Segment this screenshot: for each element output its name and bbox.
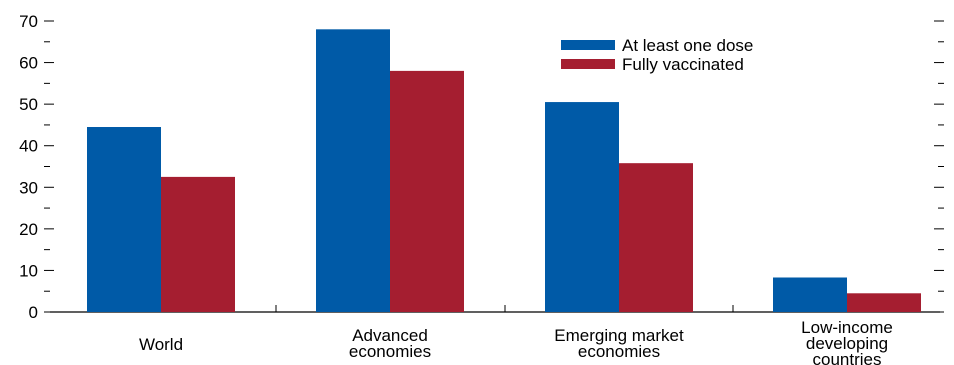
category-label: countries: [813, 350, 882, 365]
category-label: Low-income: [801, 318, 893, 337]
y-tick-label: 10: [19, 261, 38, 280]
legend-swatch: [561, 40, 615, 50]
category-label: developing: [806, 334, 888, 353]
category-label: economies: [578, 342, 660, 361]
category-label: World: [139, 335, 183, 354]
legend-label: At least one dose: [622, 36, 753, 55]
bar-fully-vaccinated: [161, 176, 235, 312]
bar-at-least-one-dose: [773, 277, 847, 312]
y-tick-label: 20: [19, 220, 38, 239]
bar-at-least-one-dose: [316, 29, 390, 313]
y-tick-label: 70: [19, 12, 38, 31]
y-tick-label: 50: [19, 95, 38, 114]
y-tick-label: 30: [19, 178, 38, 197]
bar-at-least-one-dose: [545, 102, 619, 312]
bar-fully-vaccinated: [619, 163, 693, 312]
bar-at-least-one-dose: [87, 127, 161, 312]
legend-label: Fully vaccinated: [622, 55, 744, 74]
y-tick-label: 0: [29, 303, 38, 322]
legend-swatch: [561, 59, 615, 69]
bar-fully-vaccinated: [847, 293, 921, 312]
y-tick-label: 40: [19, 137, 38, 156]
category-label: economies: [349, 342, 431, 361]
category-label: Emerging market: [554, 326, 684, 345]
bars: [87, 29, 921, 313]
bar-fully-vaccinated: [390, 70, 464, 312]
category-label: Advanced: [352, 326, 428, 345]
y-tick-label: 60: [19, 54, 38, 73]
